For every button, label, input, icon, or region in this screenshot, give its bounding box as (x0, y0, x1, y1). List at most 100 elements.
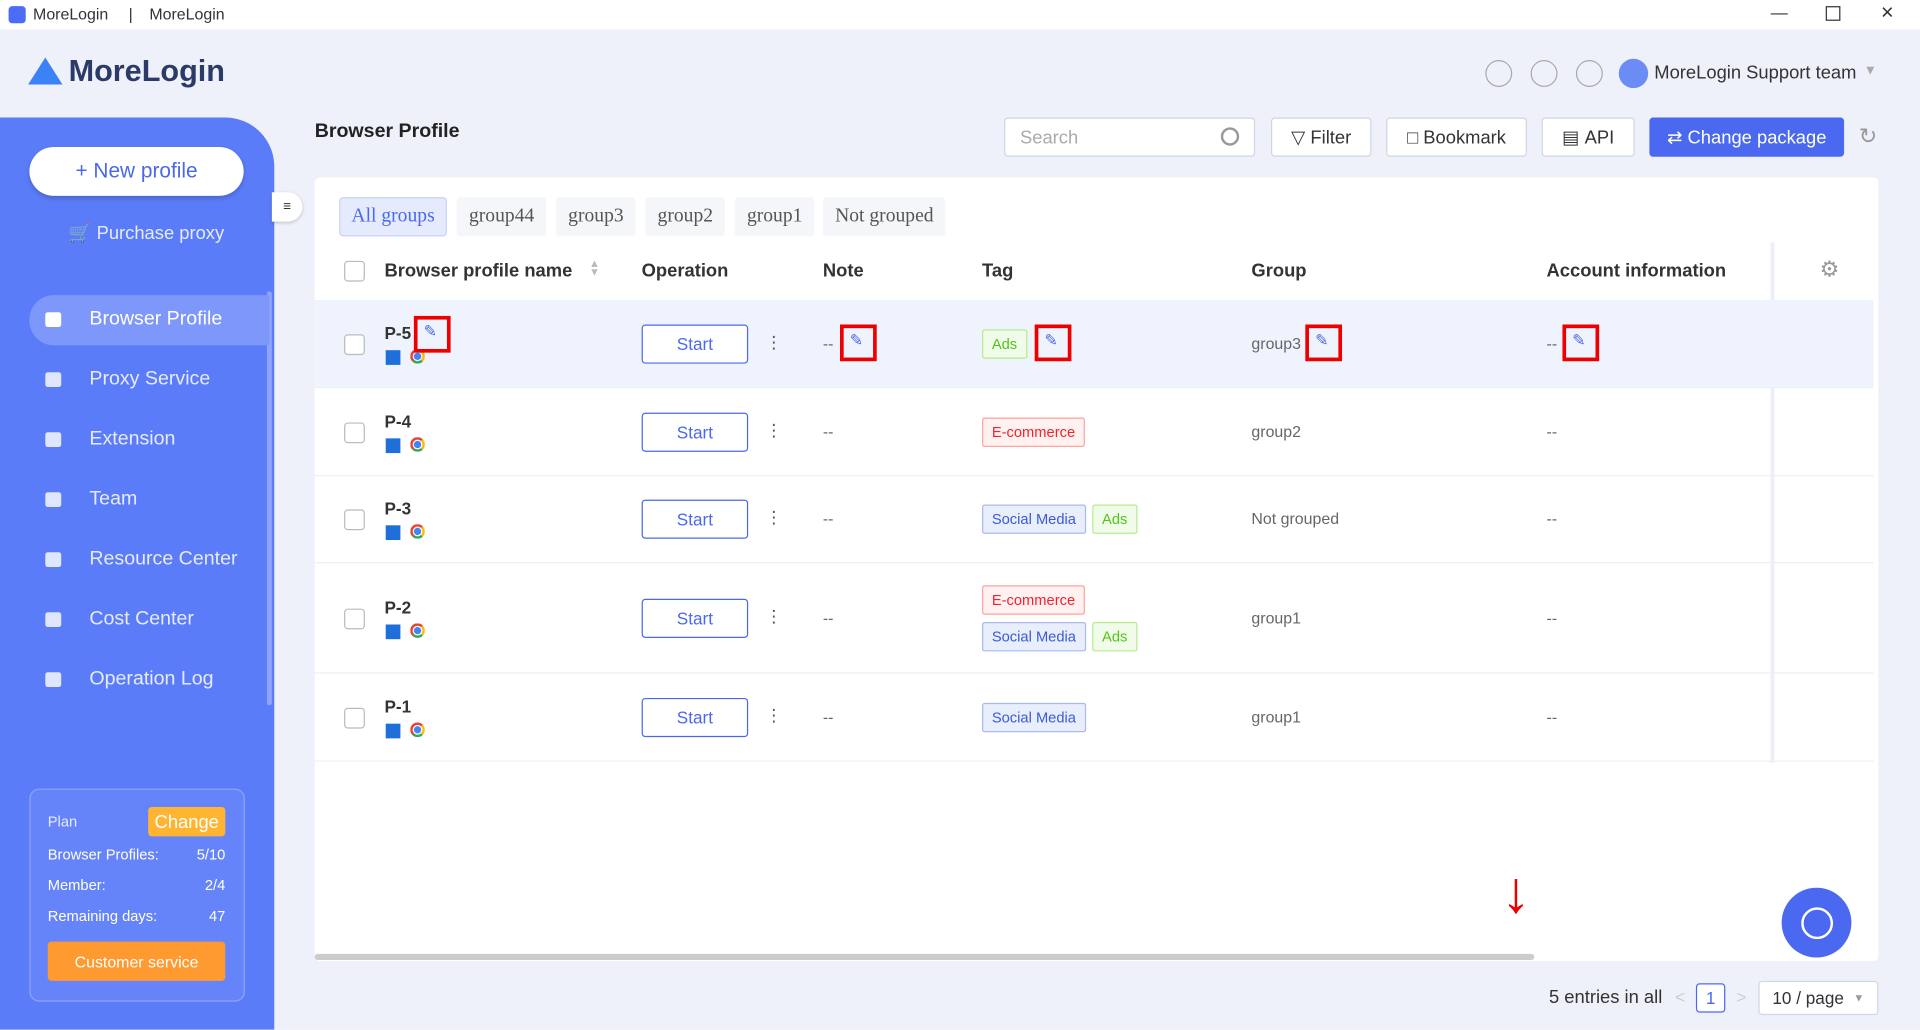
group-tab[interactable]: group1 (734, 197, 815, 237)
filter-button[interactable]: ▽ Filter (1271, 117, 1372, 157)
profile-name: P-1 (384, 696, 412, 717)
plan-change[interactable]: Change (148, 806, 226, 837)
chat-icon[interactable] (1801, 907, 1834, 940)
current-page[interactable]: 1 (1695, 983, 1726, 1013)
minimize[interactable]: — (1770, 2, 1788, 23)
start-button[interactable]: Start (641, 697, 749, 738)
edit-icon[interactable]: ✎ (423, 322, 438, 341)
nav-icon (45, 612, 62, 627)
nav-item[interactable]: Team (89, 488, 138, 510)
change-package-button[interactable]: ⇄ Change package (1649, 117, 1845, 157)
nav-item[interactable]: Operation Log (89, 668, 214, 690)
customer-service[interactable]: Customer service (47, 941, 226, 981)
more-menu[interactable]: ⋮ (765, 506, 783, 527)
separator: | (128, 4, 133, 24)
search-icon[interactable] (1220, 127, 1240, 146)
start-button[interactable]: Start (641, 598, 749, 638)
close[interactable]: × (1880, 0, 1894, 25)
page-size-text[interactable]: 10 / page (1772, 988, 1844, 1008)
app-icon (8, 6, 26, 24)
team-caret[interactable]: ▼ (1863, 63, 1878, 79)
page-size[interactable]: 10 / page ▼ (1758, 980, 1879, 1016)
group: group2 (1251, 422, 1302, 441)
maximize[interactable] (1825, 6, 1841, 21)
prev-page[interactable]: < (1675, 986, 1686, 1007)
row-checkbox[interactable] (344, 334, 365, 356)
start-button[interactable]: Start (641, 324, 749, 364)
change-package-text[interactable]: Change package (1687, 126, 1827, 148)
chrome-icon (410, 437, 425, 452)
next-page[interactable]: > (1736, 986, 1747, 1007)
plan-value: 5/10 (196, 846, 226, 864)
row-divider (314, 475, 1874, 477)
nav-active (29, 295, 270, 346)
note: -- (822, 608, 834, 627)
edit-icon[interactable]: ✎ (1315, 330, 1329, 349)
tag: E-commerce (982, 585, 1085, 615)
refresh-icon[interactable]: ↻ (1858, 123, 1878, 149)
annotation-box (1305, 324, 1343, 362)
api-text[interactable]: API (1584, 126, 1615, 148)
profile-name: P-4 (384, 411, 412, 432)
account: -- (1546, 422, 1558, 441)
new-profile-button[interactable]: + New profile (29, 146, 244, 196)
nav-icon (45, 372, 62, 387)
more-menu[interactable]: ⋮ (765, 420, 783, 440)
purchase-proxy[interactable]: 🛒 Purchase proxy (68, 222, 225, 244)
group: group1 (1251, 707, 1302, 727)
select-all[interactable] (344, 260, 365, 282)
upload-icon[interactable] (1485, 60, 1513, 87)
row-checkbox[interactable] (344, 509, 365, 531)
logo: MoreLogin (68, 53, 226, 89)
group-tab[interactable]: group3 (555, 197, 636, 237)
row-divider (314, 760, 1874, 762)
tag: E-commerce (982, 417, 1085, 447)
purchase-proxy-text[interactable]: Purchase proxy (96, 222, 225, 244)
windows-icon (385, 624, 401, 640)
nav-item[interactable]: Extension (89, 428, 176, 450)
column-header: Group (1251, 260, 1307, 282)
bookmark-text[interactable]: Bookmark (1423, 126, 1506, 148)
api-button[interactable]: ▤ API (1541, 117, 1635, 157)
edit-icon[interactable]: ✎ (849, 330, 864, 349)
nav-item[interactable]: Cost Center (89, 608, 194, 630)
row-checkbox[interactable] (344, 608, 365, 630)
team-avatar[interactable] (1618, 58, 1649, 89)
search-box[interactable]: Search (1004, 117, 1256, 157)
group-tab[interactable]: group44 (456, 197, 547, 237)
more-menu[interactable]: ⋮ (765, 331, 783, 352)
more-menu[interactable]: ⋮ (765, 705, 783, 725)
account: -- (1546, 707, 1558, 727)
start-button[interactable]: Start (641, 412, 749, 452)
more-menu[interactable]: ⋮ (765, 606, 783, 626)
start-button[interactable]: Start (641, 499, 749, 539)
settings-icon[interactable]: ⚙ (1819, 257, 1840, 282)
edit-icon[interactable]: ✎ (1044, 330, 1058, 349)
tag: Ads (982, 329, 1027, 359)
note: -- (822, 422, 834, 441)
bookmark-button[interactable]: □ Bookmark (1386, 117, 1527, 157)
profile-name: P-5 (384, 323, 412, 343)
column-header: Browser profile name (384, 260, 573, 282)
nav-item[interactable]: Browser Profile (89, 308, 223, 330)
title-bar (0, 0, 1920, 30)
edit-icon[interactable]: ✎ (1572, 330, 1586, 349)
row-checkbox[interactable] (344, 422, 365, 444)
group-tab[interactable]: All groups (339, 197, 447, 237)
sort-icon[interactable]: ▲ ▼ (588, 257, 600, 278)
team-name[interactable]: MoreLogin Support team (1654, 62, 1857, 84)
group-tab[interactable]: group2 (645, 197, 726, 237)
note: -- (822, 334, 834, 353)
row-checkbox[interactable] (344, 707, 365, 729)
collapse-button[interactable]: ≡ (271, 192, 303, 222)
plan-value: 2/4 (204, 876, 226, 894)
nav-item[interactable]: Resource Center (89, 548, 238, 570)
nav-item[interactable]: Proxy Service (89, 368, 211, 390)
bell-icon[interactable] (1575, 60, 1603, 87)
support-icon[interactable] (1530, 60, 1558, 87)
group-tab[interactable]: Not grouped (822, 197, 946, 237)
search-placeholder[interactable]: Search (1020, 126, 1079, 148)
filter-text[interactable]: Filter (1310, 126, 1352, 148)
